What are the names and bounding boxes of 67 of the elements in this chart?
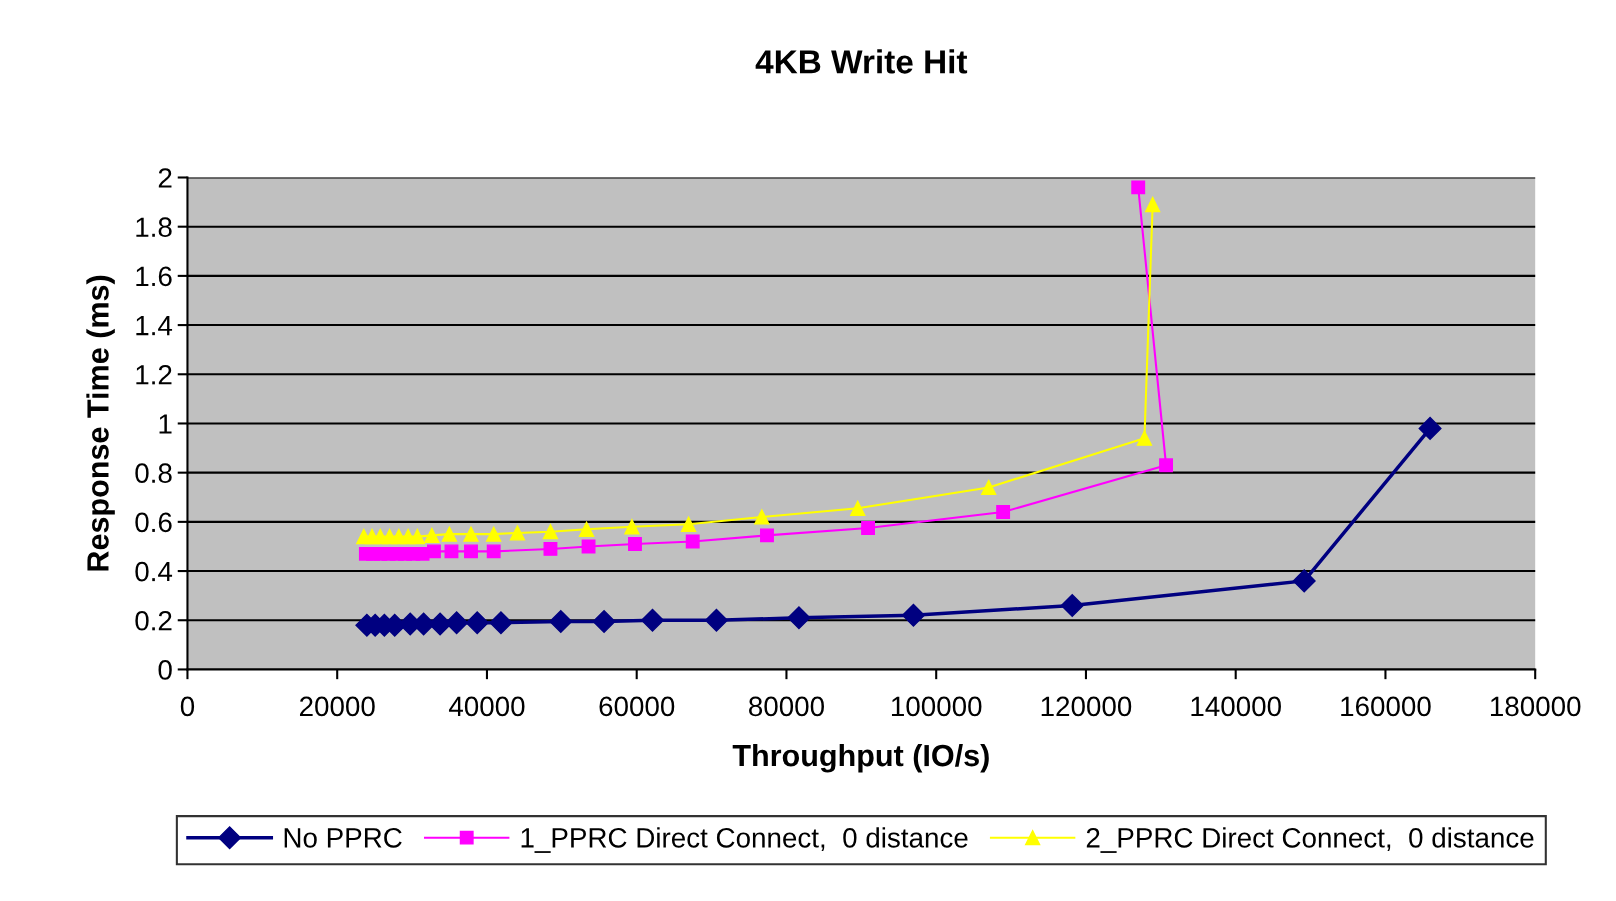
point: [486, 526, 502, 542]
point: [441, 526, 458, 542]
point: [464, 544, 478, 559]
point: [1418, 416, 1442, 440]
y-tick-label: 0.4: [135, 561, 173, 582]
x-tick-label: 100000: [891, 696, 982, 717]
legend-label: 2_PPRC Direct Connect, 0 distance: [1086, 827, 1534, 853]
y-tick-label: 0.6: [135, 512, 172, 533]
point: [850, 500, 866, 516]
chart-title: 4KB Write Hit: [755, 49, 968, 74]
point: [787, 606, 811, 630]
point: [424, 527, 440, 544]
point: [486, 544, 501, 559]
x-tick-label: 80000: [749, 696, 824, 717]
point: [1131, 180, 1146, 195]
y-tick-label: 1.8: [136, 217, 172, 238]
point: [685, 534, 700, 549]
point: [996, 505, 1011, 519]
x-tick-label: 20000: [299, 696, 375, 717]
point: [509, 525, 526, 541]
point: [754, 509, 770, 525]
x-tick-label: 160000: [1341, 696, 1431, 717]
y-tick-label: 0.2: [135, 610, 172, 631]
point: [680, 516, 697, 532]
point: [542, 524, 559, 540]
y-tick-label: 1.2: [136, 364, 172, 385]
point: [409, 528, 426, 545]
x-tick-label: 60000: [599, 696, 675, 717]
point: [641, 608, 665, 632]
point: [1060, 593, 1084, 617]
point: [901, 603, 925, 627]
point: [549, 609, 573, 633]
point: [465, 611, 489, 635]
point: [445, 611, 469, 635]
y-tick-label: 1: [159, 414, 172, 434]
point: [1145, 196, 1161, 213]
point: [760, 528, 774, 543]
legend-label: No PPRC: [284, 828, 402, 848]
point: [543, 541, 558, 556]
y-tick-label: 1.6: [136, 266, 172, 287]
point: [624, 519, 640, 535]
point: [861, 521, 876, 535]
point: [1292, 569, 1316, 593]
point: [489, 611, 513, 635]
x-tick-label: 120000: [1041, 696, 1132, 717]
point: [704, 608, 728, 632]
legend-label: 1_PPRC Direct Connect, 0 distance: [521, 827, 968, 853]
point: [463, 526, 479, 542]
y-axis-title: Response Time (ms): [86, 275, 115, 571]
point: [581, 539, 596, 554]
point: [426, 544, 441, 559]
y-tick-label: 0.8: [135, 463, 172, 483]
x-tick-label: 180000: [1490, 696, 1581, 717]
x-tick-label: 0: [180, 696, 195, 717]
point: [592, 609, 616, 633]
y-tick-label: 2: [158, 168, 172, 188]
point: [628, 537, 642, 551]
point: [1136, 430, 1153, 446]
point: [981, 479, 997, 496]
y-tick-label: 1.4: [136, 316, 173, 336]
y-tick-label: 0: [158, 660, 172, 680]
x-tick-label: 40000: [448, 696, 525, 717]
x-axis-title: Throughput (IO/s): [732, 743, 989, 773]
point: [1159, 458, 1174, 473]
point: [578, 521, 595, 537]
x-tick-label: 140000: [1191, 696, 1281, 717]
point: [444, 544, 459, 559]
